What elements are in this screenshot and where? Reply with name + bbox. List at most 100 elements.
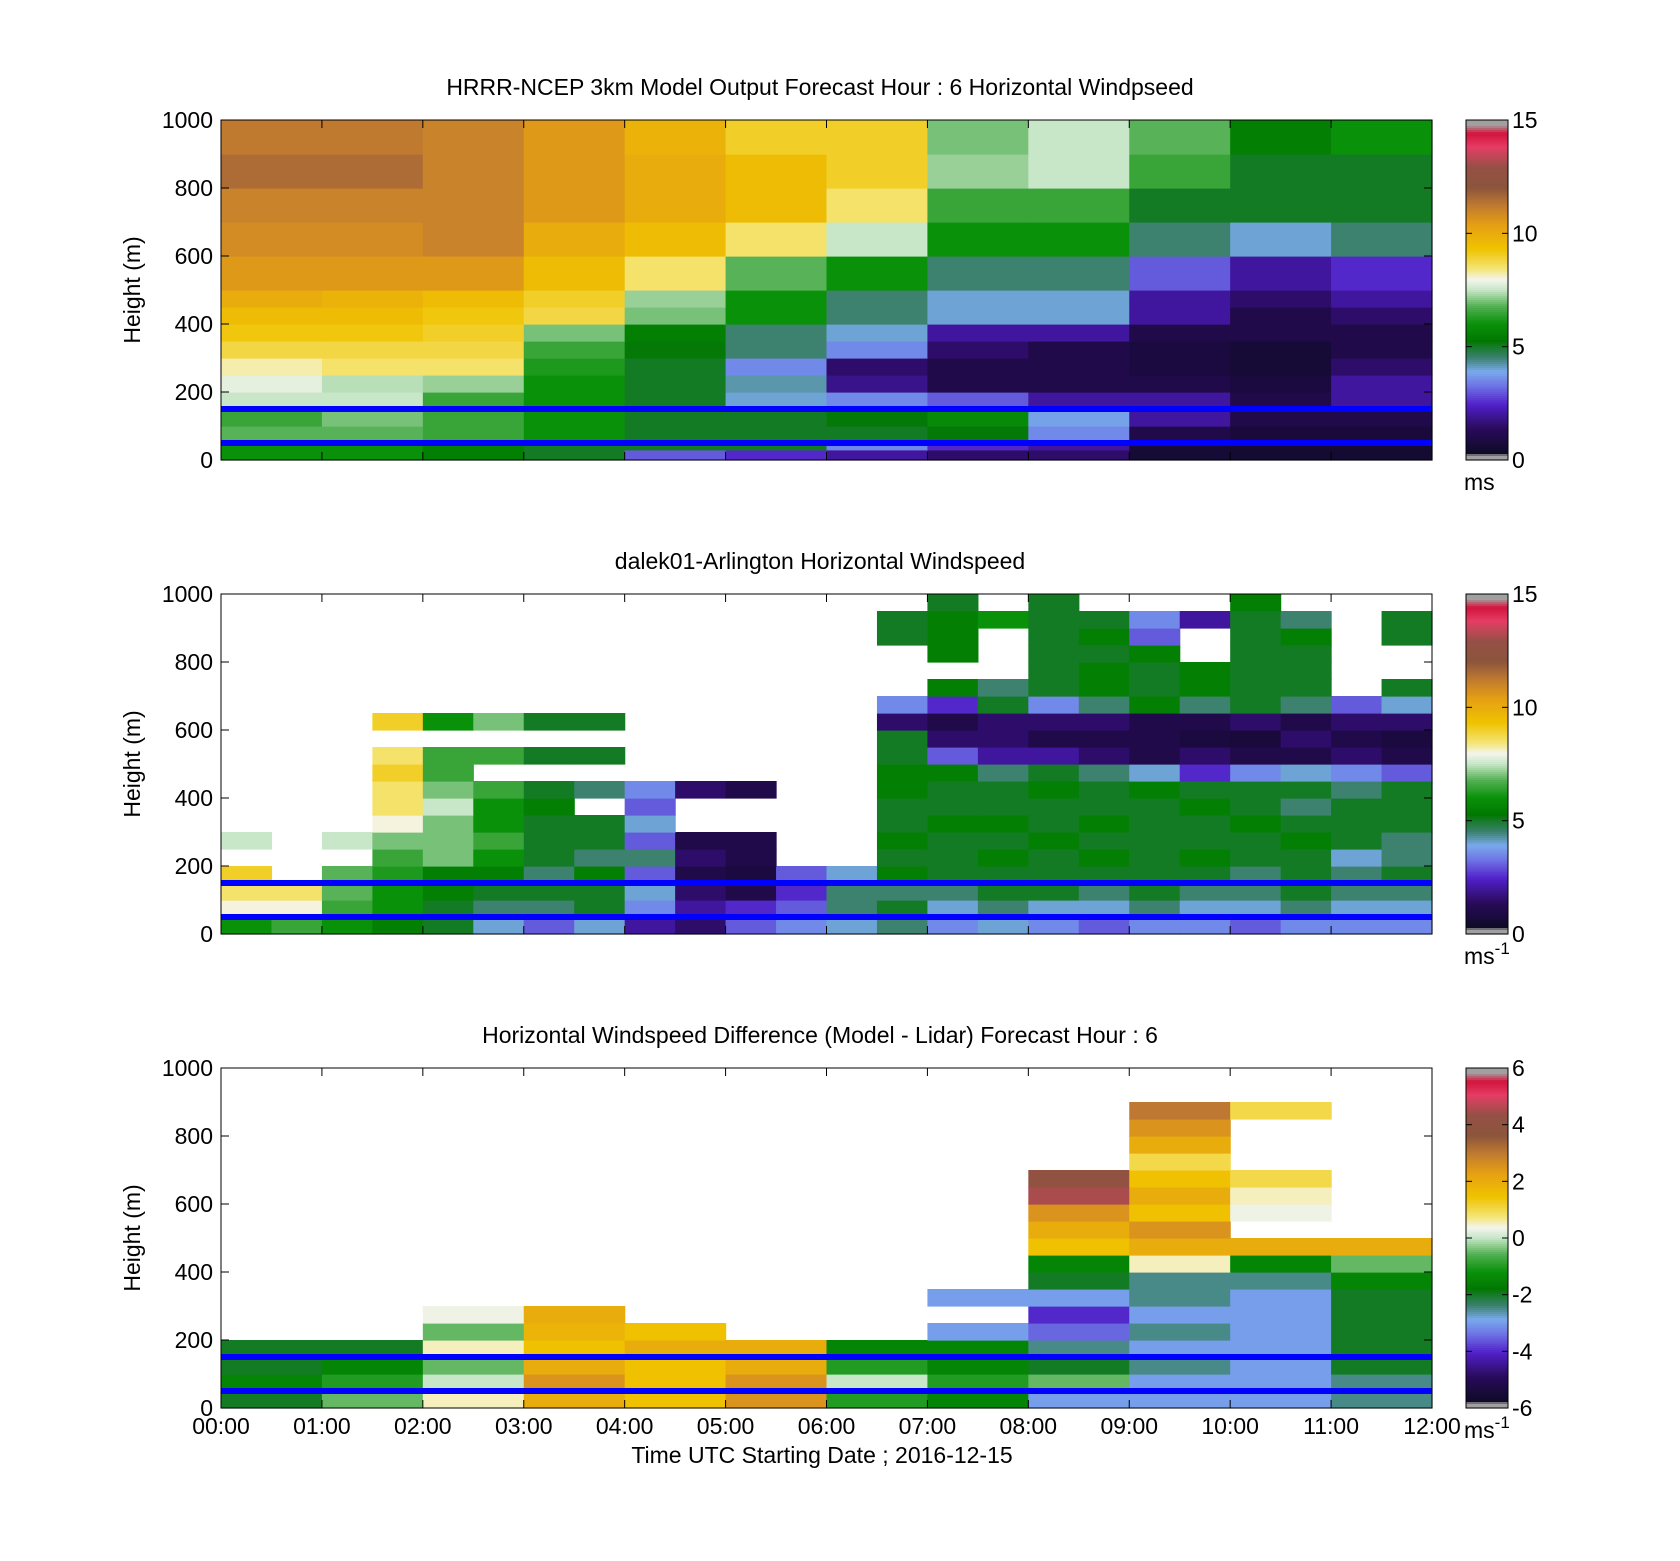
- colorbar-segment: [1466, 780, 1508, 783]
- colorbar-segment: [1466, 386, 1508, 389]
- colorbar-segment: [1466, 1310, 1508, 1313]
- colorbar-segment: [1466, 146, 1508, 149]
- heatmap-cell: [1078, 832, 1130, 850]
- colorbar-segment: [1466, 804, 1508, 807]
- heatmap-cell: [1028, 188, 1130, 223]
- heatmap-cell: [725, 1357, 828, 1375]
- colorbar-segment: [1466, 236, 1508, 239]
- colorbar-segment: [1466, 1144, 1508, 1147]
- colorbar-segment: [1466, 158, 1508, 161]
- heatmap-cell: [1028, 883, 1080, 901]
- colorbar-segment: [1466, 120, 1508, 123]
- colorbar-segment: [1466, 312, 1508, 315]
- heatmap-cell: [1230, 154, 1332, 189]
- heatmap-cell: [876, 900, 929, 918]
- colorbar-segment: [1466, 894, 1508, 897]
- colorbar-segment: [1466, 364, 1508, 367]
- heatmap-cell: [1078, 662, 1130, 680]
- colorbar-segment: [1466, 660, 1508, 663]
- colorbar: -6 -4 -2 0 2 4 6 ms-1: [1464, 1055, 1533, 1443]
- colorbar-segment: [1466, 1192, 1508, 1195]
- heatmap-cell: [1280, 611, 1332, 629]
- heatmap-cell: [1280, 781, 1332, 799]
- colorbar-segment: [1466, 848, 1508, 851]
- heatmap-cell: [473, 832, 525, 850]
- heatmap-cell: [725, 375, 828, 393]
- heatmap-cell: [1179, 679, 1231, 697]
- heatmap-cell: [422, 781, 474, 799]
- colorbar-segment: [1466, 1136, 1508, 1139]
- colorbar-segment: [1466, 1154, 1508, 1157]
- colorbar-segment: [1466, 1252, 1508, 1255]
- heatmap-cell: [422, 120, 525, 155]
- colorbar-segment: [1466, 456, 1508, 459]
- heatmap-cell: [1381, 628, 1433, 646]
- colorbar-segment: [1466, 1350, 1508, 1353]
- colorbar-segment: [1466, 1382, 1508, 1385]
- heatmap-cell: [574, 781, 626, 799]
- colorbar-segment: [1466, 272, 1508, 275]
- heatmap-cell: [624, 917, 676, 935]
- colorbar-tick-label: -6: [1512, 1395, 1532, 1421]
- colorbar-segment: [1466, 1100, 1508, 1103]
- colorbar-segment: [1466, 180, 1508, 183]
- heatmap-cell: [876, 866, 929, 884]
- colorbar-segment: [1466, 1398, 1508, 1401]
- colorbar-segment: [1466, 1304, 1508, 1307]
- heatmap-cell: [1129, 611, 1181, 629]
- colorbar-segment: [1466, 670, 1508, 673]
- heatmap-cell: [1129, 747, 1181, 765]
- heatmap-cell: [1078, 883, 1130, 901]
- heatmap-cell: [1129, 120, 1231, 155]
- colorbar-segment: [1466, 646, 1508, 649]
- heatmap-cell: [927, 222, 1029, 257]
- colorbar-segment: [1466, 1314, 1508, 1317]
- colorbar-segment: [1466, 156, 1508, 159]
- heatmap-cell: [927, 449, 1029, 461]
- heatmap-cell: [1179, 713, 1231, 731]
- heatmap-cell: [1230, 409, 1332, 427]
- colorbar-segment: [1466, 1130, 1508, 1133]
- colorbar-segment: [1466, 1344, 1508, 1347]
- heatmap-cell: [1028, 900, 1080, 918]
- colorbar-segment: [1466, 1282, 1508, 1285]
- colorbar-segment: [1466, 1238, 1508, 1241]
- colorbar-segment: [1466, 886, 1508, 889]
- colorbar-segment: [1466, 1320, 1508, 1323]
- colorbar-segment: [1466, 392, 1508, 395]
- heatmap-cell: [675, 866, 727, 884]
- heatmap-cell: [675, 849, 727, 867]
- colorbar-segment: [1466, 436, 1508, 439]
- colorbar-segment: [1466, 454, 1508, 457]
- heatmap-cell: [221, 866, 273, 884]
- colorbar-segment: [1466, 382, 1508, 385]
- heatmap-cell: [1230, 730, 1282, 748]
- colorbar-segment: [1466, 1296, 1508, 1299]
- heatmap-cell: [1028, 1323, 1130, 1341]
- heatmap-cell: [977, 679, 1029, 697]
- heatmap-cell: [523, 849, 575, 867]
- colorbar-segment: [1466, 296, 1508, 299]
- colorbar-segment: [1466, 762, 1508, 765]
- heatmap-cell: [1179, 730, 1231, 748]
- heatmap-cell: [624, 1357, 727, 1375]
- heatmap-cell: [1129, 1170, 1231, 1188]
- colorbar-segment: [1466, 424, 1508, 427]
- colorbar-segment: [1466, 1178, 1508, 1181]
- colorbar-segment: [1466, 1262, 1508, 1265]
- colorbar-segment: [1466, 932, 1508, 935]
- colorbar-segment: [1466, 448, 1508, 451]
- heatmap-cell: [1129, 798, 1181, 816]
- heatmap-cell: [1028, 764, 1080, 782]
- colorbar-segment: [1466, 1088, 1508, 1091]
- colorbar-segment: [1466, 698, 1508, 701]
- heatmap-cell: [1129, 764, 1181, 782]
- heatmap-cell: [977, 815, 1029, 833]
- heatmap-cell: [372, 900, 424, 918]
- heatmap-cell: [1129, 222, 1231, 257]
- colorbar-segment: [1466, 1366, 1508, 1369]
- panel-lidar-windspeed: dalek01-Arlington Horizontal Windspeed H…: [119, 548, 1538, 969]
- heatmap-cell: [675, 900, 727, 918]
- colorbar-segment: [1466, 304, 1508, 307]
- heatmap-cell: [927, 679, 979, 697]
